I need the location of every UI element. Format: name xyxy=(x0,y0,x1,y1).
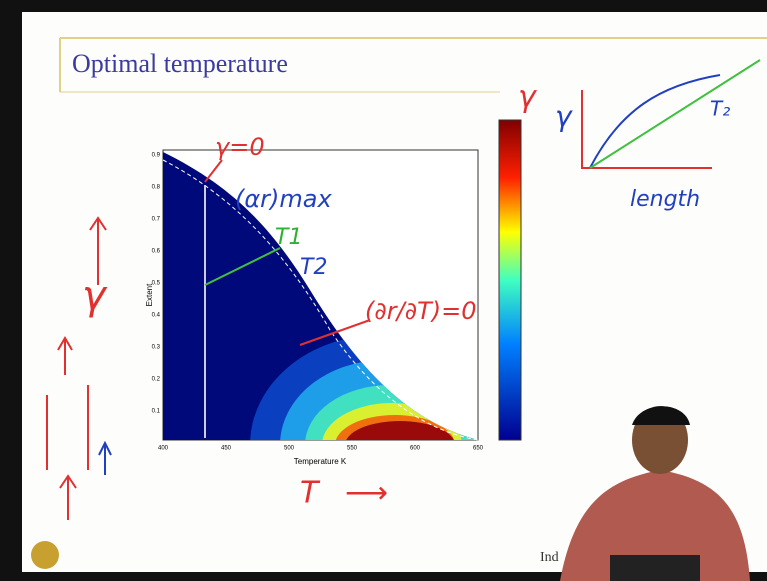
annotation: (∂r/∂T)=0 xyxy=(365,297,477,325)
annotation: γ xyxy=(518,80,538,115)
tick-label: 0.6 xyxy=(152,249,161,255)
annotation: ⟶ xyxy=(345,476,388,511)
tick-label: 0.1 xyxy=(152,409,161,415)
inset-x-label: length xyxy=(630,187,700,212)
logo xyxy=(31,541,59,569)
tick-label: 650 xyxy=(473,446,484,452)
inset-y-label: γ xyxy=(555,100,573,133)
tick-label: 0.2 xyxy=(152,377,161,383)
t1-line xyxy=(204,247,281,286)
tick-label: 400 xyxy=(158,446,169,452)
tick-label: 450 xyxy=(221,446,232,452)
tick-label: 0.8 xyxy=(152,185,161,191)
presenter xyxy=(560,406,750,581)
annotation: γ=0 xyxy=(215,133,265,161)
inset-line xyxy=(589,59,761,169)
tick-label: 500 xyxy=(284,446,295,452)
colorbar xyxy=(498,119,522,441)
arrow xyxy=(98,440,112,475)
inset-curve-label: T₂ xyxy=(710,97,730,121)
x-label: Temperature K xyxy=(294,457,347,466)
tick-label: 0.7 xyxy=(152,217,161,223)
optimum-curve xyxy=(162,159,479,441)
footer-text: Ind xyxy=(540,550,559,565)
annotation: (αr)max xyxy=(235,185,333,213)
tick-label: 0.3 xyxy=(152,345,161,351)
annotation: T1 xyxy=(275,225,302,250)
y-ticks: 0.9 0.8 0.7 0.6 0.5 0.4 0.3 0.2 0.1 xyxy=(152,153,161,415)
tick-label: 550 xyxy=(347,446,358,452)
y-label: Extent xyxy=(145,283,154,306)
x-ticks: 400 450 500 550 600 650 xyxy=(158,446,484,452)
inset-curve xyxy=(589,74,721,169)
tick-label: 600 xyxy=(410,446,421,452)
annotation: γ xyxy=(82,273,108,319)
annotation: T2 xyxy=(300,255,327,280)
slide-title: Optimal temperature xyxy=(72,49,288,78)
tick-label: 0.9 xyxy=(152,153,161,159)
annotations: γ=0 (αr)max T1 T2 (∂r/∂T)=0 γ γ T ⟶ γ le… xyxy=(82,80,730,511)
annotation: T xyxy=(300,476,321,511)
arrows xyxy=(46,90,712,520)
tick-label: 0.5 xyxy=(152,281,161,287)
tick-label: 0.4 xyxy=(152,313,161,319)
